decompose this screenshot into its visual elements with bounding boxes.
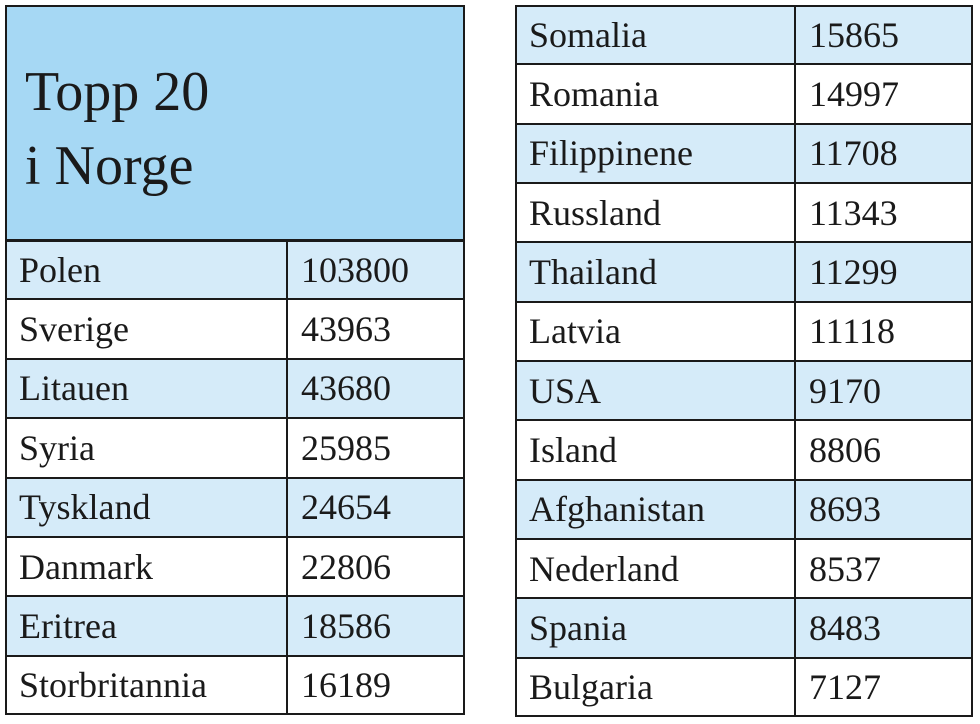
country-cell: USA [515, 361, 795, 421]
value-cell: 15865 [795, 5, 973, 65]
country-cell: Afghanistan [515, 479, 795, 539]
country-cell: Syria [5, 418, 287, 478]
country-cell: Tyskland [5, 477, 287, 537]
table-border [5, 240, 465, 715]
country-cell: Thailand [515, 242, 795, 302]
value-cell: 43680 [287, 358, 465, 419]
value-cell: 22806 [287, 536, 465, 597]
country-cell: Spania [515, 598, 795, 658]
country-cell: Filippinene [515, 123, 795, 183]
country-cell: Polen [5, 240, 287, 300]
value-cell: 8806 [795, 420, 973, 480]
value-cell: 8537 [795, 539, 973, 599]
value-cell: 9170 [795, 361, 973, 421]
value-cell: 11708 [795, 123, 973, 183]
value-cell: 18586 [287, 596, 465, 656]
country-cell: Danmark [5, 536, 287, 597]
country-cell: Nederland [515, 539, 795, 599]
value-cell: 25985 [287, 418, 465, 478]
value-cell: 8483 [795, 598, 973, 658]
value-cell: 14997 [795, 64, 973, 124]
country-cell: Island [515, 420, 795, 480]
country-cell: Romania [515, 64, 795, 124]
table-border [515, 5, 973, 717]
title-line: Topp 20 [25, 61, 210, 123]
title-line: i Norge [25, 135, 194, 197]
country-cell: Latvia [515, 301, 795, 361]
value-cell: 103800 [287, 240, 465, 300]
title-box: Topp 20 i Norge [5, 5, 465, 241]
country-cell: Litauen [5, 358, 287, 419]
value-cell: 43963 [287, 299, 465, 359]
country-cell: Sverige [5, 299, 287, 359]
value-cell: 11343 [795, 183, 973, 243]
country-cell: Eritrea [5, 596, 287, 656]
value-cell: 24654 [287, 477, 465, 537]
value-cell: 7127 [795, 657, 973, 717]
country-cell: Somalia [515, 5, 795, 65]
value-cell: 11118 [795, 301, 973, 361]
country-cell: Storbritannia [5, 655, 287, 715]
value-cell: 11299 [795, 242, 973, 302]
